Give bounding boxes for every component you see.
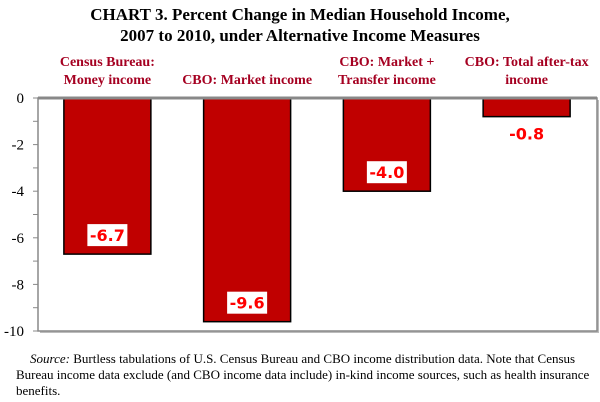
category-label: CBO: Market + <box>339 55 434 70</box>
source-text: Burtless tabulations of U.S. Census Bure… <box>16 351 590 398</box>
y-tick-label: -8 <box>12 277 25 293</box>
data-label-box <box>87 224 128 247</box>
y-tick-label: -6 <box>12 231 25 247</box>
category-label: Transfer income <box>338 73 436 88</box>
category-label: Money income <box>64 73 151 88</box>
source-label: Source: <box>30 351 70 366</box>
category-label: Census Bureau: <box>60 55 155 70</box>
bar <box>202 97 292 323</box>
y-tick-label: -2 <box>12 138 25 154</box>
data-label: -0.8 <box>509 125 544 144</box>
data-label-box <box>506 122 547 145</box>
y-tick-label: -4 <box>12 184 25 200</box>
category-label: income <box>505 73 548 88</box>
title-line-1: CHART 3. Percent Change in Median Househ… <box>90 5 510 24</box>
bar <box>482 97 571 118</box>
category-label: CBO: Market income <box>182 73 312 88</box>
data-label: -9.6 <box>230 294 265 313</box>
chart-title: CHART 3. Percent Change in Median Househ… <box>0 4 600 46</box>
title-line-2: 2007 to 2010, under Alternative Income M… <box>120 26 480 45</box>
data-label: -6.7 <box>90 226 125 245</box>
y-tick-label: 0 <box>17 91 25 107</box>
data-label: -4.0 <box>369 163 404 182</box>
y-tick-label: -10 <box>4 324 24 340</box>
data-label-box <box>227 291 268 314</box>
source-note: Source: Burtless tabulations of U.S. Cen… <box>16 351 596 399</box>
data-label-box <box>366 161 407 184</box>
category-label: CBO: Total after-tax <box>465 55 589 70</box>
